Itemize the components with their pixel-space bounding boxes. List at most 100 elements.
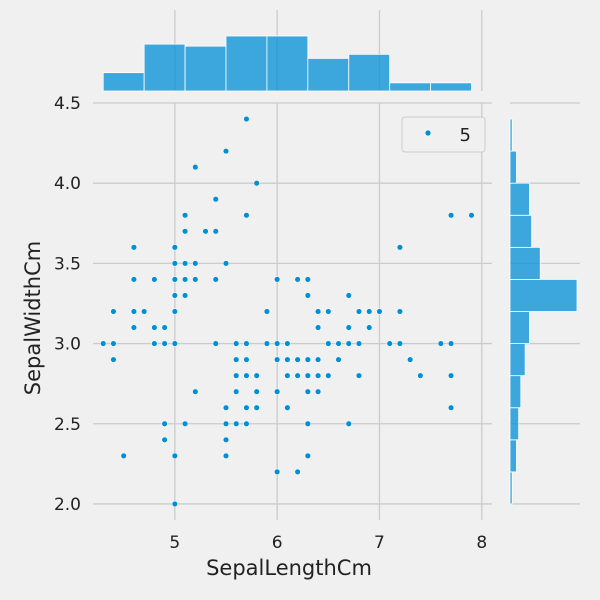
marginal-y-bar bbox=[509, 343, 526, 377]
scatter-point bbox=[448, 372, 455, 379]
scatter-point bbox=[161, 436, 168, 443]
scatter-point bbox=[192, 164, 199, 171]
scatter-point bbox=[284, 372, 291, 379]
scatter-point bbox=[171, 276, 178, 283]
scatter-point bbox=[171, 260, 178, 267]
scatter-point bbox=[212, 196, 219, 203]
x-tick-label: 8 bbox=[476, 533, 487, 553]
marginal-histogram-y bbox=[509, 102, 580, 505]
scatter-point bbox=[182, 292, 189, 299]
scatter-point bbox=[233, 420, 240, 427]
scatter-point bbox=[437, 340, 444, 347]
scatter-point bbox=[243, 115, 250, 123]
scatter-point bbox=[253, 388, 260, 395]
scatter-point bbox=[171, 308, 178, 315]
scatter-point bbox=[222, 452, 230, 459]
scatter-point bbox=[243, 212, 250, 219]
tick-labels: 5 6 7 8 2.0 2.5 3.0 3.5 4.0 4.5 bbox=[54, 94, 487, 553]
marginal-x-bar bbox=[102, 72, 145, 92]
scatter-point bbox=[151, 324, 158, 331]
scatter-point bbox=[304, 452, 311, 459]
marginal-x-bar bbox=[184, 45, 227, 92]
scatter-point bbox=[171, 340, 178, 347]
scatter-point bbox=[315, 356, 322, 363]
scatter-point bbox=[222, 404, 230, 411]
scatter-point bbox=[141, 308, 148, 315]
scatter-point bbox=[396, 244, 403, 251]
scatter-point bbox=[171, 244, 178, 251]
marginal-y-bar bbox=[509, 150, 517, 184]
scatter-point bbox=[274, 276, 281, 283]
scatter-point bbox=[325, 340, 332, 347]
legend: 5 bbox=[401, 116, 486, 153]
scatter-point bbox=[212, 340, 219, 347]
scatter-point bbox=[233, 356, 240, 363]
scatter-point bbox=[304, 372, 311, 379]
scatter-point bbox=[182, 228, 189, 235]
scatter-point bbox=[304, 356, 311, 363]
scatter-point bbox=[448, 340, 455, 347]
scatter-point bbox=[161, 420, 168, 427]
legend-box bbox=[401, 116, 486, 153]
scatter-point bbox=[335, 356, 342, 363]
scatter-point bbox=[110, 356, 117, 363]
scatter-point bbox=[304, 292, 311, 299]
y-tick-label: 4.5 bbox=[54, 94, 81, 114]
scatter-point bbox=[325, 308, 332, 315]
scatter-point bbox=[315, 308, 322, 315]
scatter-point bbox=[253, 180, 260, 187]
scatter-point bbox=[335, 340, 342, 347]
scatter-panel: 5 6 7 8 2.0 2.5 3.0 3.5 4.0 4.5 SepalLengthCm Sep… bbox=[21, 94, 492, 580]
scatter-point bbox=[182, 212, 189, 219]
scatter-point bbox=[151, 276, 158, 283]
marginal-y-bar bbox=[509, 439, 517, 473]
scatter-point bbox=[325, 372, 332, 379]
scatter-point bbox=[376, 308, 383, 315]
grid-lines bbox=[93, 102, 492, 520]
y-tick-label: 2.0 bbox=[54, 495, 81, 515]
scatter-point bbox=[274, 388, 281, 395]
scatter-point bbox=[345, 420, 352, 427]
marginal-y-bar bbox=[509, 471, 513, 505]
marginal-x-bar bbox=[307, 58, 350, 92]
y-tick-label: 4.0 bbox=[54, 174, 81, 194]
scatter-point bbox=[294, 468, 301, 475]
scatter-point bbox=[294, 276, 301, 283]
scatter-point bbox=[304, 420, 311, 427]
scatter-point bbox=[243, 356, 250, 363]
y-tick-label: 2.5 bbox=[54, 415, 81, 435]
scatter-point bbox=[304, 276, 311, 283]
marginal-histogram-x bbox=[102, 10, 483, 92]
scatter-point bbox=[315, 388, 322, 395]
scatter-point bbox=[110, 340, 117, 347]
scatter-point bbox=[274, 356, 281, 363]
scatter-point bbox=[396, 340, 403, 347]
x-tick-label: 6 bbox=[272, 533, 283, 553]
scatter-point bbox=[274, 468, 281, 475]
scatter-point bbox=[355, 372, 363, 379]
marginal-y-bar bbox=[509, 182, 530, 216]
marginal-x-bar bbox=[348, 53, 391, 92]
marginal-y-bar bbox=[509, 246, 541, 280]
scatter-point bbox=[182, 420, 189, 427]
scatter-point bbox=[222, 436, 230, 443]
scatter-point bbox=[171, 452, 178, 459]
marginal-y-bar bbox=[509, 375, 522, 409]
marginal-y-bar bbox=[509, 279, 578, 312]
scatter-point bbox=[130, 324, 137, 331]
scatter-point bbox=[304, 388, 311, 395]
scatter-point bbox=[130, 308, 137, 315]
scatter-point bbox=[407, 356, 414, 363]
scatter-point bbox=[222, 148, 230, 155]
scatter-point bbox=[274, 340, 281, 347]
scatter-point bbox=[366, 308, 373, 315]
scatter-point bbox=[315, 372, 322, 379]
y-axis-label: SepalWidthCm bbox=[21, 241, 45, 395]
scatter-point bbox=[448, 212, 455, 219]
legend-marker bbox=[424, 129, 432, 137]
scatter-point bbox=[396, 308, 403, 315]
marginal-x-bar bbox=[225, 35, 268, 92]
scatter-point bbox=[233, 388, 240, 395]
marginal-y-bar bbox=[509, 407, 520, 441]
